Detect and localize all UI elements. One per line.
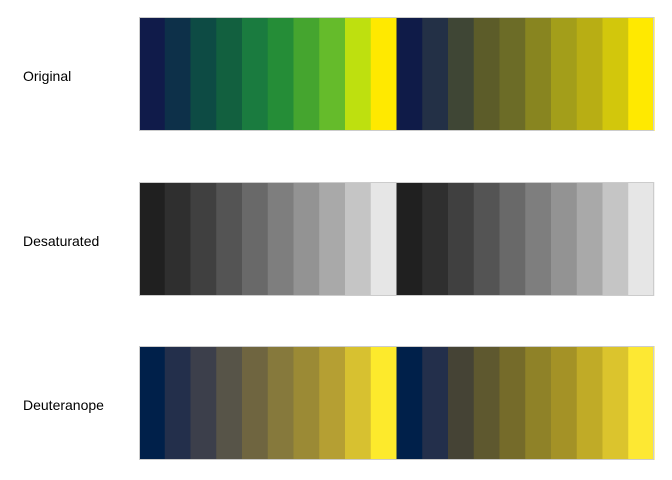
swatch-original-p2-8 [576, 17, 603, 131]
swatch-original-p1-3 [190, 17, 217, 131]
swatch-desaturated-p2-1 [396, 182, 423, 296]
swatch-deuteranope-p1-8 [319, 346, 346, 460]
swatch-original-p1-10 [370, 17, 397, 131]
swatch-original-p2-4 [473, 17, 500, 131]
swatch-desaturated-p1-8 [319, 182, 346, 296]
swatch-desaturated-p1-10 [370, 182, 397, 296]
swatch-original-p1-4 [216, 17, 243, 131]
swatch-deuteranope-p2-6 [525, 346, 552, 460]
swatch-original-p1-6 [267, 17, 294, 131]
strip-border-desaturated [139, 182, 654, 296]
swatch-desaturated-p1-4 [216, 182, 243, 296]
swatch-desaturated-p1-2 [164, 182, 191, 296]
swatch-desaturated-p2-10 [628, 182, 655, 296]
swatch-desaturated-p1-3 [190, 182, 217, 296]
strip-border-deuteranope [139, 346, 654, 460]
swatch-desaturated-p2-7 [551, 182, 578, 296]
swatch-desaturated-p2-9 [602, 182, 629, 296]
swatch-desaturated-p2-5 [499, 182, 526, 296]
swatch-desaturated-p2-6 [525, 182, 552, 296]
swatch-deuteranope-p2-8 [576, 346, 603, 460]
swatch-original-p2-1 [396, 17, 423, 131]
swatch-deuteranope-p1-1 [139, 346, 166, 460]
swatch-desaturated-p2-4 [473, 182, 500, 296]
swatch-original-p2-2 [422, 17, 449, 131]
swatch-deuteranope-p1-5 [242, 346, 269, 460]
row-label-desaturated: Desaturated [23, 233, 100, 249]
swatch-original-p2-10 [628, 17, 655, 131]
swatch-deuteranope-p2-7 [551, 346, 578, 460]
swatch-deuteranope-p2-9 [602, 346, 629, 460]
swatch-original-p1-9 [345, 17, 372, 131]
swatch-desaturated-p1-7 [293, 182, 320, 296]
swatch-deuteranope-p1-9 [345, 346, 372, 460]
swatch-deuteranope-p2-5 [499, 346, 526, 460]
swatch-deuteranope-p2-2 [422, 346, 449, 460]
swatch-original-p2-6 [525, 17, 552, 131]
swatch-deuteranope-p1-7 [293, 346, 320, 460]
swatch-deuteranope-p1-4 [216, 346, 243, 460]
swatch-desaturated-p1-6 [267, 182, 294, 296]
swatch-original-p2-5 [499, 17, 526, 131]
swatch-desaturated-p2-3 [448, 182, 475, 296]
swatch-original-p1-8 [319, 17, 346, 131]
swatch-deuteranope-p2-10 [628, 346, 655, 460]
swatch-desaturated-p1-5 [242, 182, 269, 296]
swatch-deuteranope-p1-3 [190, 346, 217, 460]
swatch-original-p1-5 [242, 17, 269, 131]
swatch-original-p1-7 [293, 17, 320, 131]
row-label-deuteranope: Deuteranope [23, 397, 104, 413]
strip-border-original [139, 17, 654, 131]
swatch-original-p1-2 [164, 17, 191, 131]
swatch-original-p2-9 [602, 17, 629, 131]
swatch-deuteranope-p2-4 [473, 346, 500, 460]
swatch-desaturated-p2-8 [576, 182, 603, 296]
row-label-original: Original [23, 68, 72, 84]
swatch-deuteranope-p2-1 [396, 346, 423, 460]
swatch-desaturated-p1-9 [345, 182, 372, 296]
swatch-desaturated-p2-2 [422, 182, 449, 296]
swatch-deuteranope-p1-10 [370, 346, 397, 460]
swatch-deuteranope-p1-6 [267, 346, 294, 460]
swatch-deuteranope-p2-3 [448, 346, 475, 460]
swatch-original-p2-3 [448, 17, 475, 131]
swatch-original-p1-1 [139, 17, 166, 131]
swatch-deuteranope-p1-2 [164, 346, 191, 460]
swatch-desaturated-p1-1 [139, 182, 166, 296]
swatch-original-p2-7 [551, 17, 578, 131]
